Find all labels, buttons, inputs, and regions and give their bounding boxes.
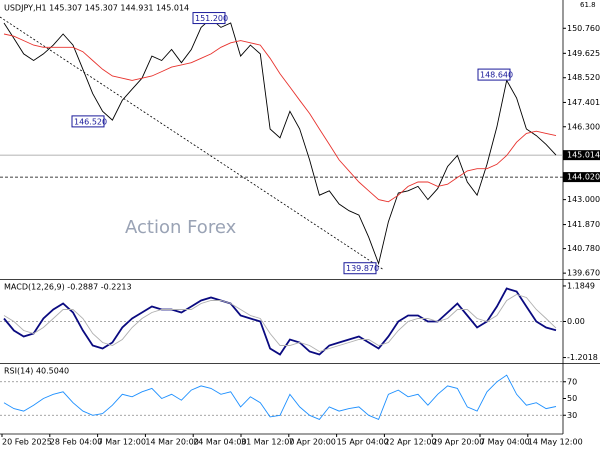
x-tick-label: 24 Mar 04:00 xyxy=(193,438,246,447)
x-tick-label: 7 Apr 20:00 xyxy=(289,438,336,447)
y-tick-label: 149.625 xyxy=(567,49,600,58)
annotation-box xyxy=(192,12,226,25)
y-tick-label: 1.1849 xyxy=(567,281,595,290)
annotation-box xyxy=(477,68,511,81)
x-tick-label: 22 Apr 12:00 xyxy=(384,438,436,447)
x-tick-label: 7 Mar 12:00 xyxy=(98,438,146,447)
x-tick-label: 14 Mar 20:00 xyxy=(145,438,198,447)
y-tick-label: 141.870 xyxy=(567,220,600,229)
series-line xyxy=(3,287,557,356)
x-tick-label: 31 Mar 12:00 xyxy=(241,438,294,447)
series-line xyxy=(3,33,557,203)
y-tick-label: -1.2018 xyxy=(567,353,598,362)
y-tick-label: 0.00 xyxy=(567,317,585,326)
corner-note: 61.8 xyxy=(580,1,596,9)
series-line xyxy=(3,294,557,352)
annotation-label: 146.520 xyxy=(74,117,107,126)
y-tick-label: 143.000 xyxy=(567,195,600,204)
trend-line xyxy=(0,16,385,271)
y-tick-label: 148.520 xyxy=(567,73,600,82)
price-box-label: 144.020 xyxy=(567,173,600,182)
price-box xyxy=(563,150,600,161)
panel-title: RSI(14) 40.5040 xyxy=(4,367,69,376)
y-tick-label: 139.670 xyxy=(567,269,600,278)
y-tick-label: 147.401 xyxy=(567,98,600,107)
x-tick-label: 29 Apr 20:00 xyxy=(432,438,484,447)
watermark: Action Forex xyxy=(125,217,237,238)
y-tick-label: 30 xyxy=(567,411,577,420)
annotation-box xyxy=(71,115,105,128)
x-tick-label: 15 Apr 04:00 xyxy=(337,438,389,447)
annotation-label: 139.870 xyxy=(346,264,379,273)
panel-title: USDJPY,H1 145.307 145.307 144.931 145.01… xyxy=(4,4,189,13)
y-tick-label: 70 xyxy=(567,377,577,386)
x-tick-label: 28 Feb 04:00 xyxy=(50,438,102,447)
y-tick-label: 150.760 xyxy=(567,24,600,33)
panel-title: MACD(12,26,9) -0.2887 -0.2213 xyxy=(4,283,132,292)
annotation-label: 151.200 xyxy=(195,14,228,23)
annotation-box xyxy=(343,262,377,275)
x-tick-label: 20 Feb 2025 xyxy=(2,438,52,447)
y-tick-label: 50 xyxy=(567,394,577,403)
x-tick-label: 14 May 12:00 xyxy=(528,438,583,447)
price-box xyxy=(563,172,600,183)
y-tick-label: 140.780 xyxy=(567,244,600,253)
y-tick-label: 146.300 xyxy=(567,122,600,131)
price-box-label: 145.014 xyxy=(567,151,600,160)
series-line xyxy=(3,374,557,420)
annotation-label: 148.640 xyxy=(480,71,513,80)
x-tick-label: 7 May 04:00 xyxy=(480,438,530,447)
